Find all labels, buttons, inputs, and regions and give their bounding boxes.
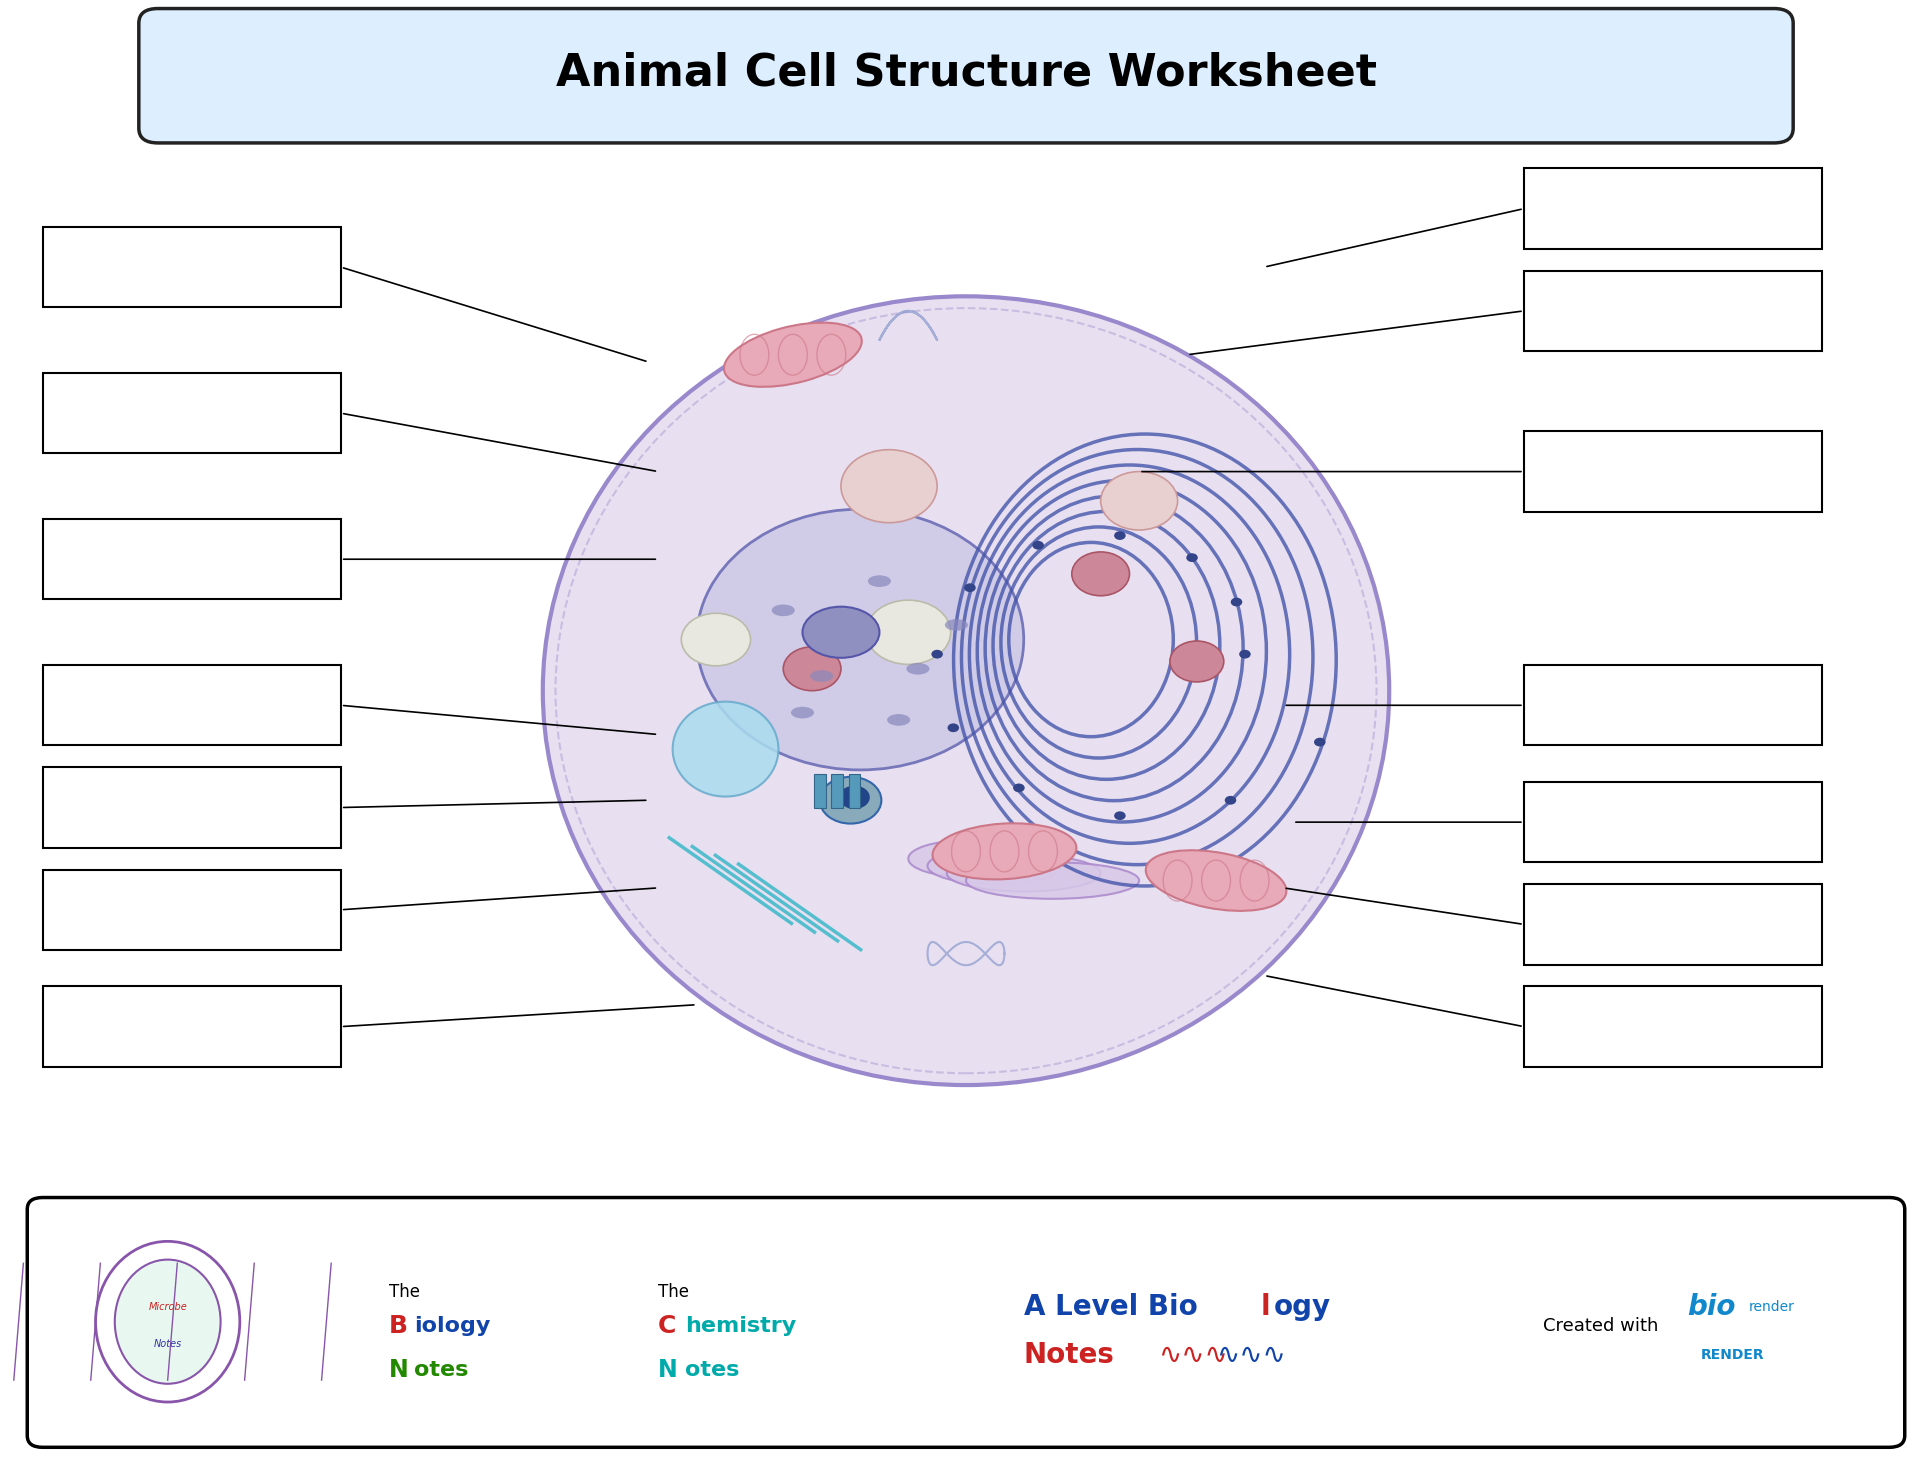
Ellipse shape	[1314, 737, 1325, 746]
FancyBboxPatch shape	[43, 519, 340, 599]
Ellipse shape	[95, 1241, 240, 1401]
FancyBboxPatch shape	[43, 226, 340, 307]
Text: N: N	[388, 1357, 410, 1382]
Polygon shape	[813, 774, 825, 808]
Text: l: l	[1260, 1293, 1269, 1321]
Ellipse shape	[802, 607, 879, 658]
Text: ∿∿∿: ∿∿∿	[1215, 1341, 1287, 1369]
Ellipse shape	[724, 323, 862, 386]
Ellipse shape	[945, 618, 968, 630]
Ellipse shape	[810, 670, 833, 682]
Text: The: The	[388, 1284, 419, 1302]
FancyBboxPatch shape	[43, 373, 340, 454]
Text: otes: otes	[413, 1360, 468, 1379]
Ellipse shape	[887, 714, 910, 726]
Text: RENDER: RENDER	[1700, 1349, 1764, 1362]
Text: The: The	[659, 1284, 690, 1302]
Ellipse shape	[1186, 554, 1198, 563]
Text: render: render	[1748, 1300, 1795, 1315]
FancyBboxPatch shape	[43, 987, 340, 1066]
FancyBboxPatch shape	[139, 9, 1793, 142]
FancyBboxPatch shape	[1524, 782, 1822, 862]
Ellipse shape	[1101, 472, 1179, 530]
Text: Notes: Notes	[153, 1338, 182, 1349]
FancyBboxPatch shape	[1524, 884, 1822, 965]
Text: Animal Cell Structure Worksheet: Animal Cell Structure Worksheet	[556, 51, 1376, 94]
Ellipse shape	[1146, 851, 1287, 911]
Ellipse shape	[927, 848, 1063, 884]
Text: N: N	[659, 1357, 678, 1382]
Ellipse shape	[114, 1259, 220, 1384]
Text: A Level Bio: A Level Bio	[1024, 1293, 1198, 1321]
FancyBboxPatch shape	[1524, 665, 1822, 745]
Polygon shape	[848, 774, 860, 808]
Ellipse shape	[1238, 649, 1250, 658]
FancyBboxPatch shape	[43, 870, 340, 950]
Ellipse shape	[947, 855, 1101, 892]
Text: otes: otes	[686, 1360, 740, 1379]
Ellipse shape	[966, 862, 1140, 899]
FancyBboxPatch shape	[1524, 987, 1822, 1066]
Ellipse shape	[1115, 532, 1126, 541]
Ellipse shape	[1171, 640, 1223, 682]
Ellipse shape	[697, 510, 1024, 770]
Ellipse shape	[838, 786, 869, 809]
Ellipse shape	[1231, 598, 1242, 607]
FancyBboxPatch shape	[43, 665, 340, 745]
Text: ∿∿∿: ∿∿∿	[1159, 1341, 1229, 1369]
FancyBboxPatch shape	[1524, 169, 1822, 248]
Text: C: C	[659, 1315, 676, 1338]
Ellipse shape	[682, 613, 750, 665]
Ellipse shape	[947, 723, 958, 732]
Text: B: B	[388, 1315, 408, 1338]
Ellipse shape	[1225, 796, 1236, 805]
Ellipse shape	[543, 297, 1389, 1086]
Text: bio: bio	[1687, 1293, 1735, 1321]
FancyBboxPatch shape	[1524, 270, 1822, 351]
Ellipse shape	[908, 840, 1024, 877]
FancyBboxPatch shape	[43, 767, 340, 848]
Polygon shape	[831, 774, 842, 808]
Ellipse shape	[964, 583, 976, 592]
Ellipse shape	[819, 777, 881, 824]
FancyBboxPatch shape	[27, 1197, 1905, 1447]
Ellipse shape	[672, 702, 779, 796]
Text: hemistry: hemistry	[686, 1316, 796, 1337]
Ellipse shape	[782, 646, 840, 690]
Text: iology: iology	[413, 1316, 491, 1337]
Text: Microbe: Microbe	[149, 1302, 187, 1312]
Ellipse shape	[933, 823, 1076, 880]
Ellipse shape	[906, 663, 929, 674]
Ellipse shape	[1115, 811, 1126, 820]
Ellipse shape	[790, 707, 813, 718]
Ellipse shape	[1072, 552, 1130, 596]
Text: Notes: Notes	[1024, 1341, 1115, 1369]
Ellipse shape	[866, 601, 951, 664]
Ellipse shape	[867, 576, 891, 588]
Ellipse shape	[1032, 541, 1043, 549]
Ellipse shape	[840, 450, 937, 523]
FancyBboxPatch shape	[1524, 432, 1822, 511]
Ellipse shape	[1012, 783, 1024, 792]
Ellipse shape	[931, 649, 943, 658]
Text: Created with: Created with	[1544, 1318, 1658, 1335]
Text: ogy: ogy	[1273, 1293, 1331, 1321]
Ellipse shape	[771, 605, 794, 616]
